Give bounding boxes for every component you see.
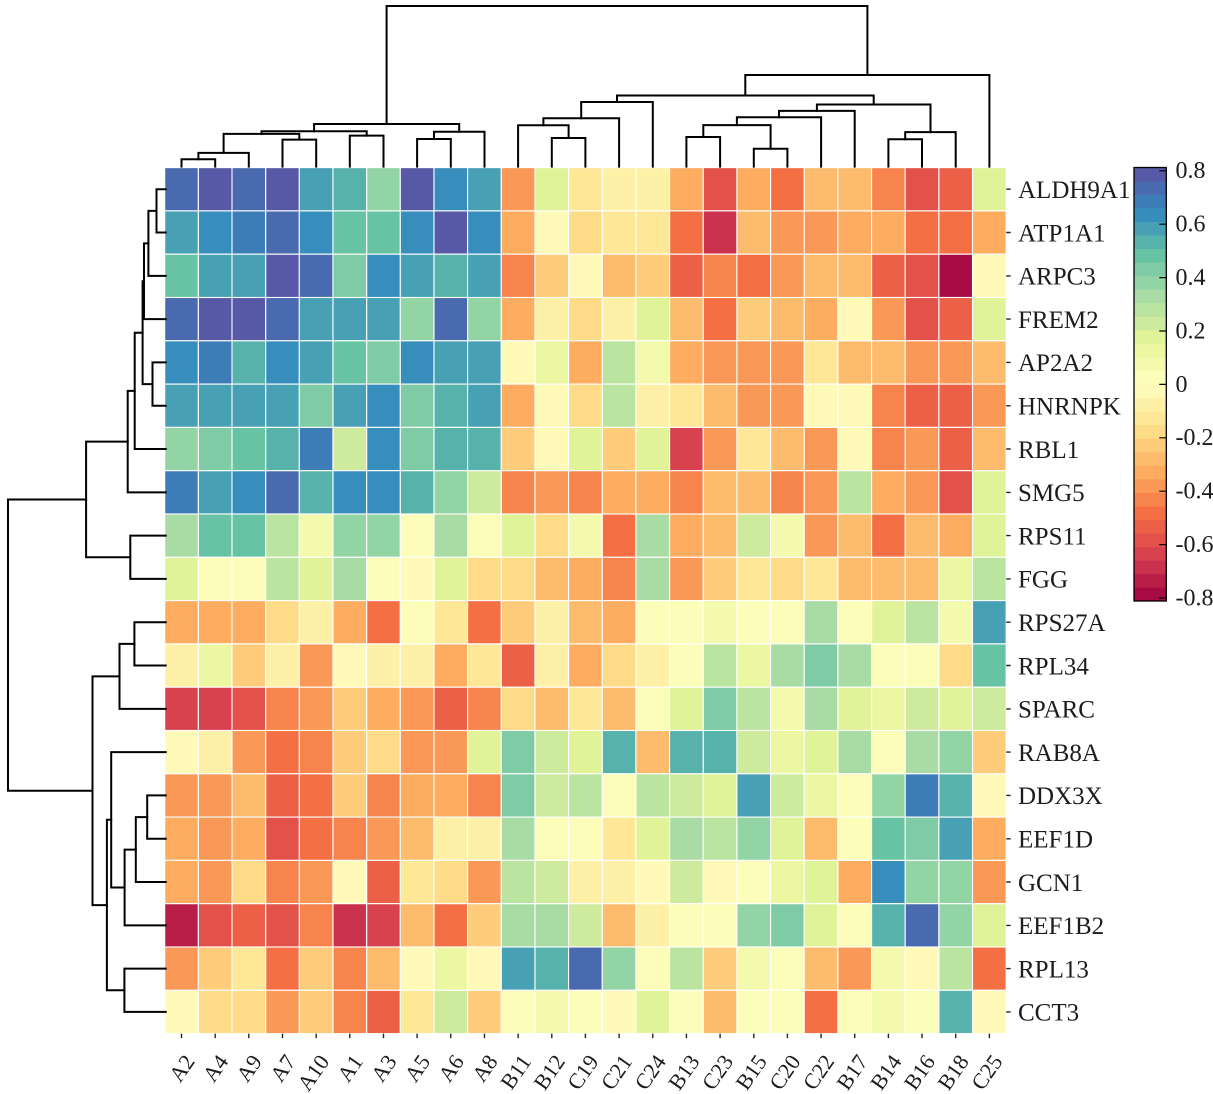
svg-text:ALDH9A1: ALDH9A1 [1018, 177, 1131, 204]
svg-text:-0.4: -0.4 [1176, 479, 1213, 505]
svg-text:EEF1D: EEF1D [1018, 827, 1093, 854]
svg-text:RBL1: RBL1 [1018, 437, 1079, 464]
svg-text:RPL13: RPL13 [1018, 956, 1089, 983]
svg-text:0.6: 0.6 [1176, 212, 1206, 238]
svg-text:SMG5: SMG5 [1018, 480, 1085, 507]
svg-text:FREM2: FREM2 [1018, 307, 1099, 334]
svg-text:-0.8: -0.8 [1176, 585, 1213, 611]
svg-text:SPARC: SPARC [1018, 697, 1095, 724]
svg-text:ARPC3: ARPC3 [1018, 264, 1096, 291]
svg-text:-0.2: -0.2 [1176, 425, 1213, 451]
svg-text:ATP1A1: ATP1A1 [1018, 220, 1106, 247]
svg-text:HNRNPK: HNRNPK [1018, 394, 1121, 421]
svg-text:RPL34: RPL34 [1018, 653, 1089, 680]
svg-text:GCN1: GCN1 [1018, 870, 1083, 897]
svg-text:0.8: 0.8 [1176, 158, 1206, 184]
svg-text:RPS27A: RPS27A [1018, 610, 1106, 637]
svg-text:AP2A2: AP2A2 [1018, 350, 1093, 377]
svg-text:0.2: 0.2 [1176, 318, 1206, 344]
svg-text:FGG: FGG [1018, 567, 1068, 594]
svg-text:0: 0 [1176, 372, 1188, 398]
svg-text:-0.6: -0.6 [1176, 532, 1213, 558]
svg-text:0.4: 0.4 [1176, 265, 1206, 291]
svg-text:DDX3X: DDX3X [1018, 783, 1103, 810]
svg-text:RAB8A: RAB8A [1018, 740, 1100, 767]
svg-text:EEF1B2: EEF1B2 [1018, 913, 1104, 940]
svg-text:RPS11: RPS11 [1018, 523, 1087, 550]
svg-text:CCT3: CCT3 [1018, 1000, 1079, 1027]
